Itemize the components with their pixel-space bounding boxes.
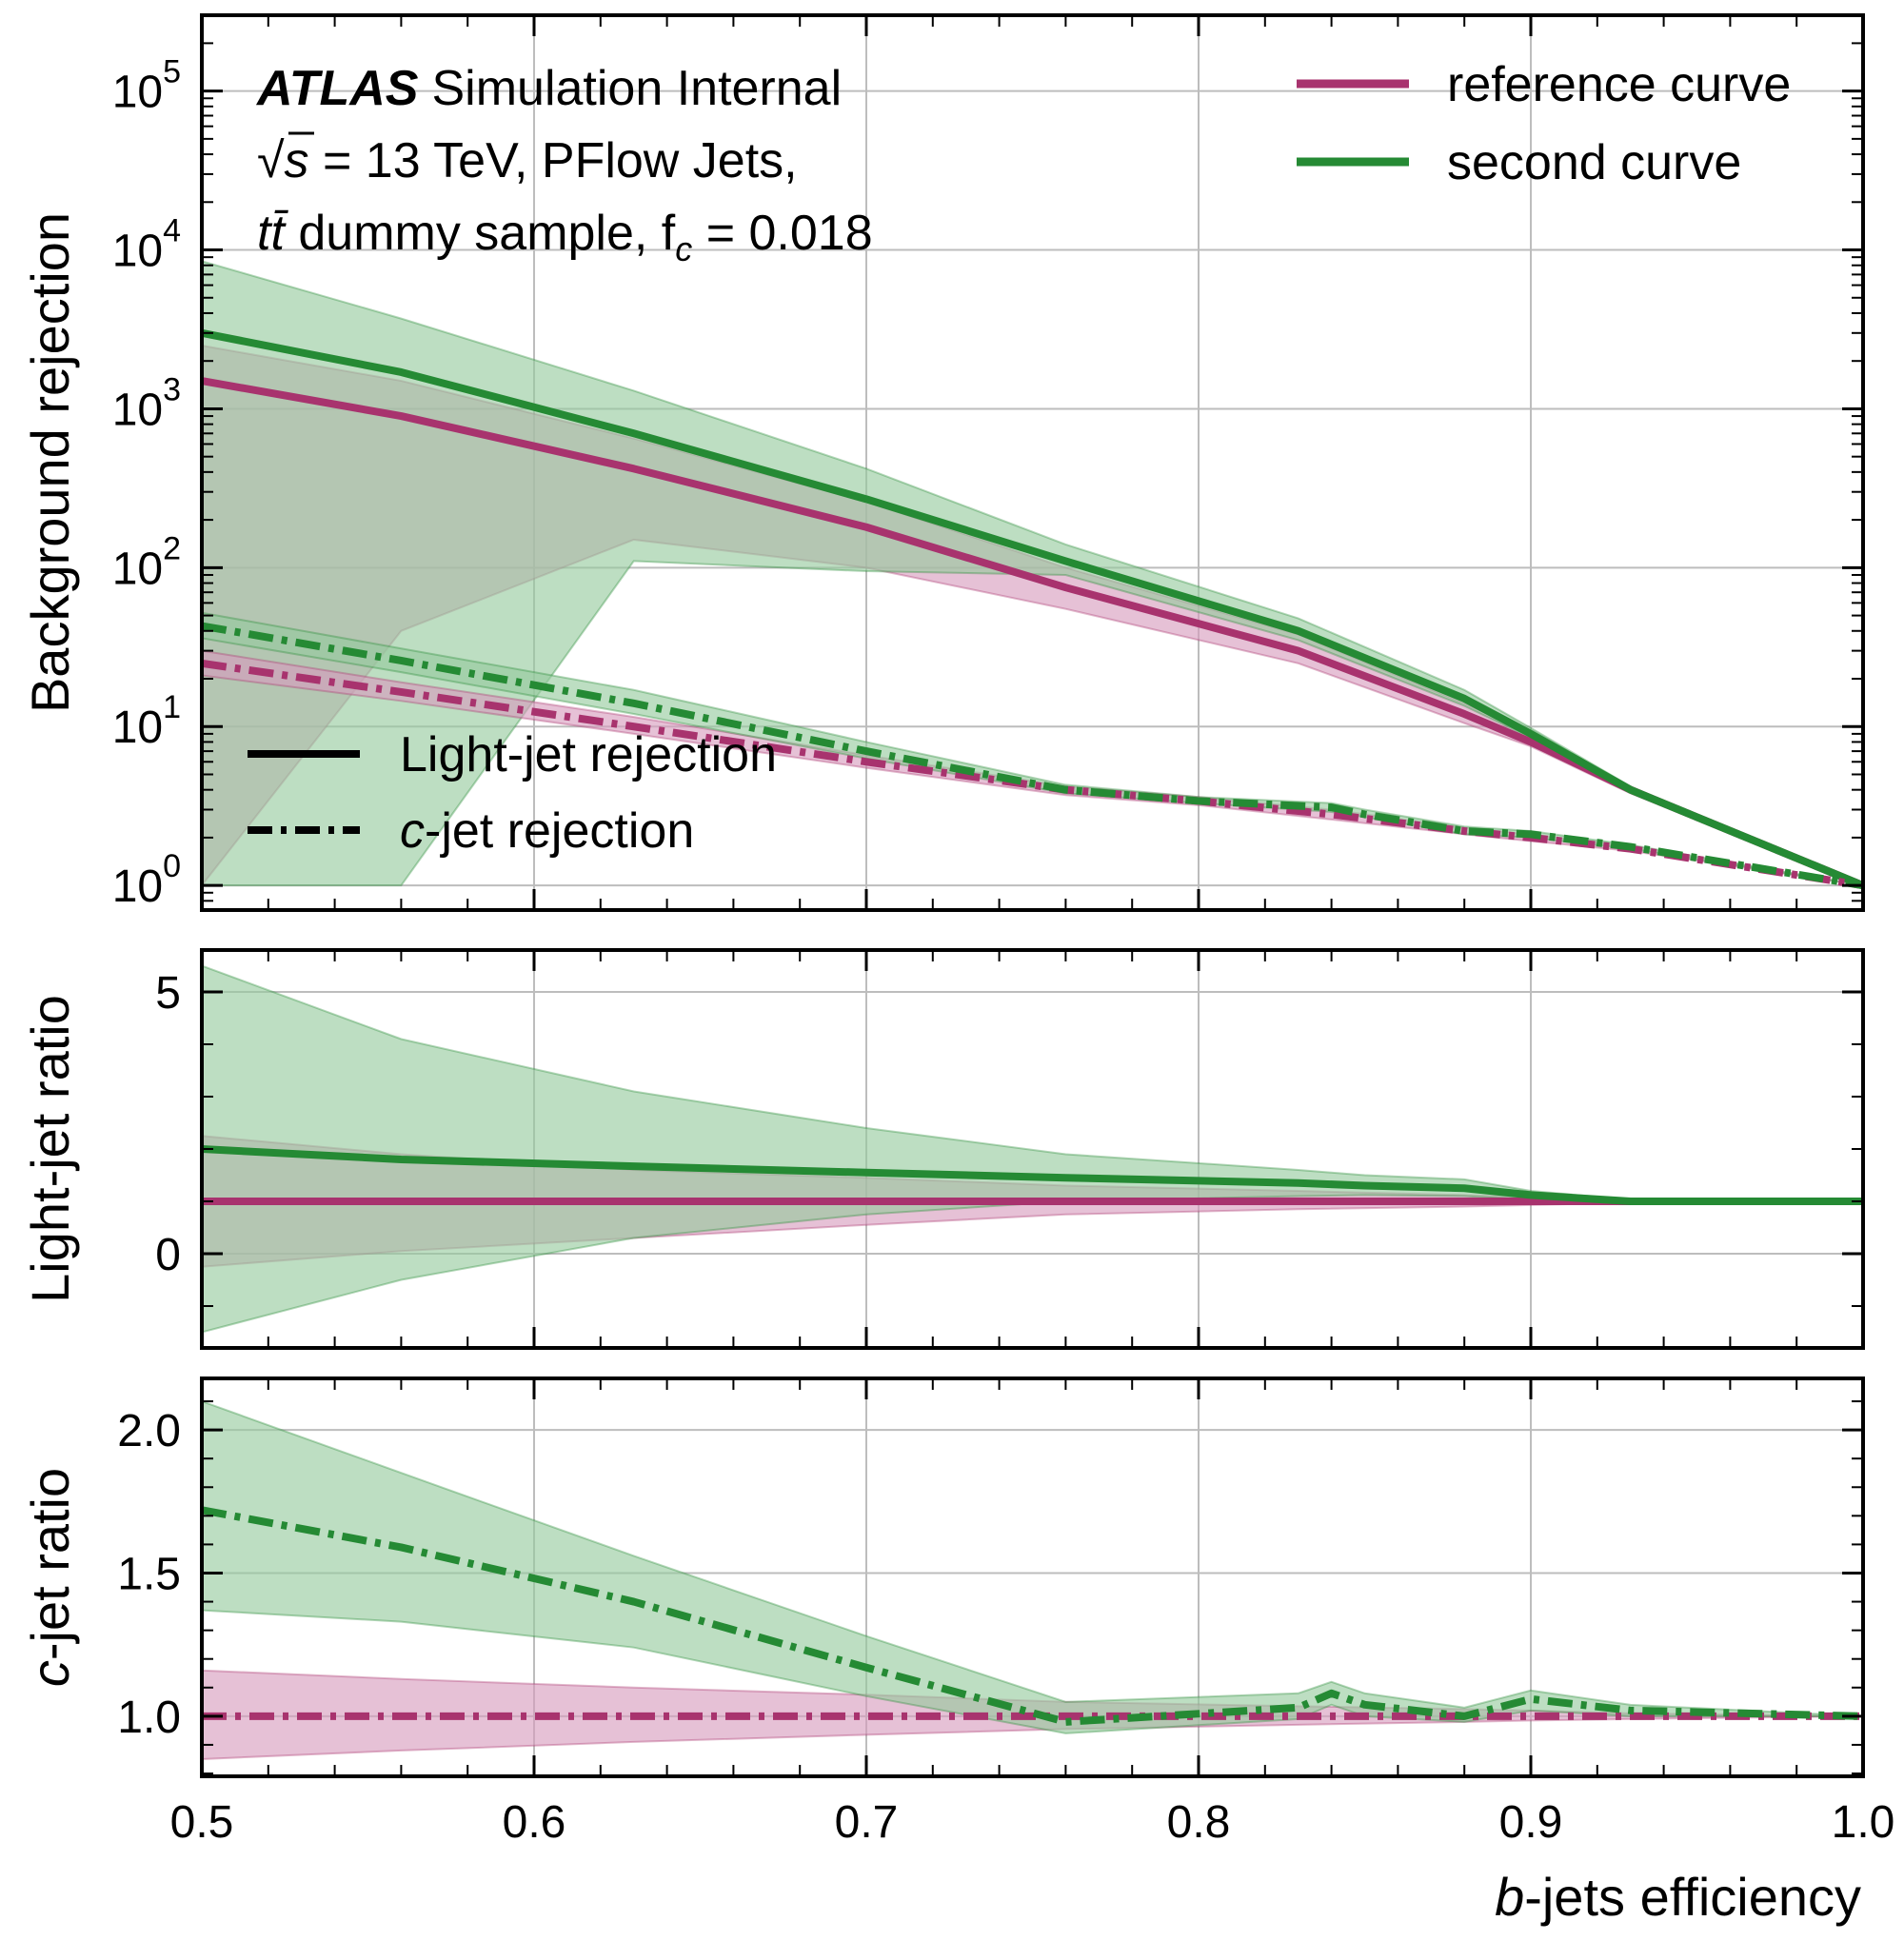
atlas-experiment: ATLAS xyxy=(255,61,419,116)
ttbar-sample: tt̄ xyxy=(257,206,289,261)
main-y-tick-label-3: 103 xyxy=(112,371,181,435)
c-lines xyxy=(202,1506,1863,1726)
main-y-tick-label-1: 101 xyxy=(112,689,181,753)
main-y-tick-exp-5: 5 xyxy=(163,54,181,90)
c-frame xyxy=(200,1377,1865,1778)
atlas-label-line2: √s = 13 TeV, PFlow Jets, xyxy=(257,133,798,188)
x-tick-label-2: 0.7 xyxy=(835,1797,899,1848)
main-bands xyxy=(202,260,1863,887)
dummy-sample-text: dummy sample, f xyxy=(285,206,676,261)
main-line-1 xyxy=(202,328,1863,889)
light-bands xyxy=(202,964,1863,1334)
legend-c-label: c-jet rejection xyxy=(400,803,694,859)
c-line-1 xyxy=(202,1506,1863,1726)
c-y-tick-label-1: 1.5 xyxy=(117,1549,181,1599)
legend-second-label: second curve xyxy=(1447,135,1741,190)
fc-value: = 0.018 xyxy=(692,206,872,261)
light-frame xyxy=(200,948,1865,1350)
main-y-tick-exp-3: 3 xyxy=(163,371,181,407)
main-y-tick-label-2: 102 xyxy=(112,530,181,594)
legend-light-label: Light-jet rejection xyxy=(400,727,777,782)
light-line-1 xyxy=(202,1145,1863,1205)
main-y-tick-base-2: 10 xyxy=(112,544,163,594)
atlas-label-line3: tt̄ dummy sample, fc = 0.018 xyxy=(257,206,873,268)
main-y-tick-base-1: 10 xyxy=(112,703,163,753)
main-y-axis-title: Background rejection xyxy=(20,212,80,713)
legend-c-var: c xyxy=(400,803,425,859)
main-y-tick-exp-4: 4 xyxy=(163,213,181,249)
c-y-axis-var: c xyxy=(20,1660,80,1687)
light-y-tick-label-0: 0 xyxy=(155,1230,181,1280)
main-y-tick-label-0: 100 xyxy=(112,848,181,912)
x-axis-var: b xyxy=(1495,1867,1524,1927)
c-y-tick-labels: 1.0 1.5 2.0 xyxy=(117,1406,181,1743)
light-lines xyxy=(202,1145,1863,1205)
main-y-tick-base-0: 10 xyxy=(112,862,163,912)
main-line-3 xyxy=(202,622,1863,890)
sqrt-s: √s xyxy=(257,133,309,188)
x-tick-label-4: 0.9 xyxy=(1499,1797,1563,1848)
c-y-tick-label-2: 2.0 xyxy=(117,1406,181,1456)
fc-subscript: c xyxy=(675,229,692,268)
c-y-axis-title: c-jet ratio xyxy=(20,1468,80,1687)
legend-reference-label: reference curve xyxy=(1447,57,1791,112)
x-tick-label-0: 0.5 xyxy=(170,1797,234,1848)
main-y-tick-base-4: 10 xyxy=(112,227,163,277)
energy-jets: = 13 TeV, PFlow Jets, xyxy=(309,133,798,188)
main-y-tick-exp-0: 0 xyxy=(163,848,181,884)
main-frame xyxy=(200,13,1865,912)
c-y-tick-label-0: 1.0 xyxy=(117,1693,181,1743)
legend-models: reference curve second curve xyxy=(1297,57,1791,190)
light-band-1 xyxy=(202,964,1863,1334)
main-y-tick-exp-1: 1 xyxy=(163,689,181,725)
legend-styles: Light-jet rejection c-jet rejection xyxy=(248,727,777,859)
x-axis-title: b-jets efficiency xyxy=(1495,1867,1861,1927)
light-y-tick-labels: 05 xyxy=(155,968,181,1280)
main-y-tick-base-5: 10 xyxy=(112,68,163,118)
main-y-tick-base-3: 10 xyxy=(112,385,163,435)
atlas-label-line1: ATLAS Simulation Internal xyxy=(255,61,842,116)
x-axis-suffix: -jets efficiency xyxy=(1524,1867,1861,1927)
x-tick-label-1: 0.6 xyxy=(503,1797,566,1848)
main-y-tick-exp-2: 2 xyxy=(163,530,181,566)
c-jet-ratio-panel: 1.0 1.5 2.0 c-jet ratio xyxy=(20,1377,1865,1778)
light-y-tick-label-1: 5 xyxy=(155,968,181,1019)
main-band-1 xyxy=(202,260,1863,887)
legend-c-suffix: -jet rejection xyxy=(425,803,694,859)
c-y-axis-suffix: -jet ratio xyxy=(20,1468,80,1660)
main-y-tick-label-4: 104 xyxy=(112,213,181,277)
main-y-tick-label-5: 105 xyxy=(112,54,181,118)
x-tick-label-5: 1.0 xyxy=(1832,1797,1895,1848)
light-y-axis-title: Light-jet ratio xyxy=(20,995,80,1303)
light-jet-ratio-panel: 05 Light-jet ratio xyxy=(20,948,1865,1350)
x-tick-labels: 0.5 0.6 0.7 0.8 0.9 1.0 xyxy=(170,1797,1895,1848)
x-tick-label-3: 0.8 xyxy=(1167,1797,1231,1848)
atlas-status: Simulation Internal xyxy=(431,61,842,116)
main-lines xyxy=(202,328,1863,890)
